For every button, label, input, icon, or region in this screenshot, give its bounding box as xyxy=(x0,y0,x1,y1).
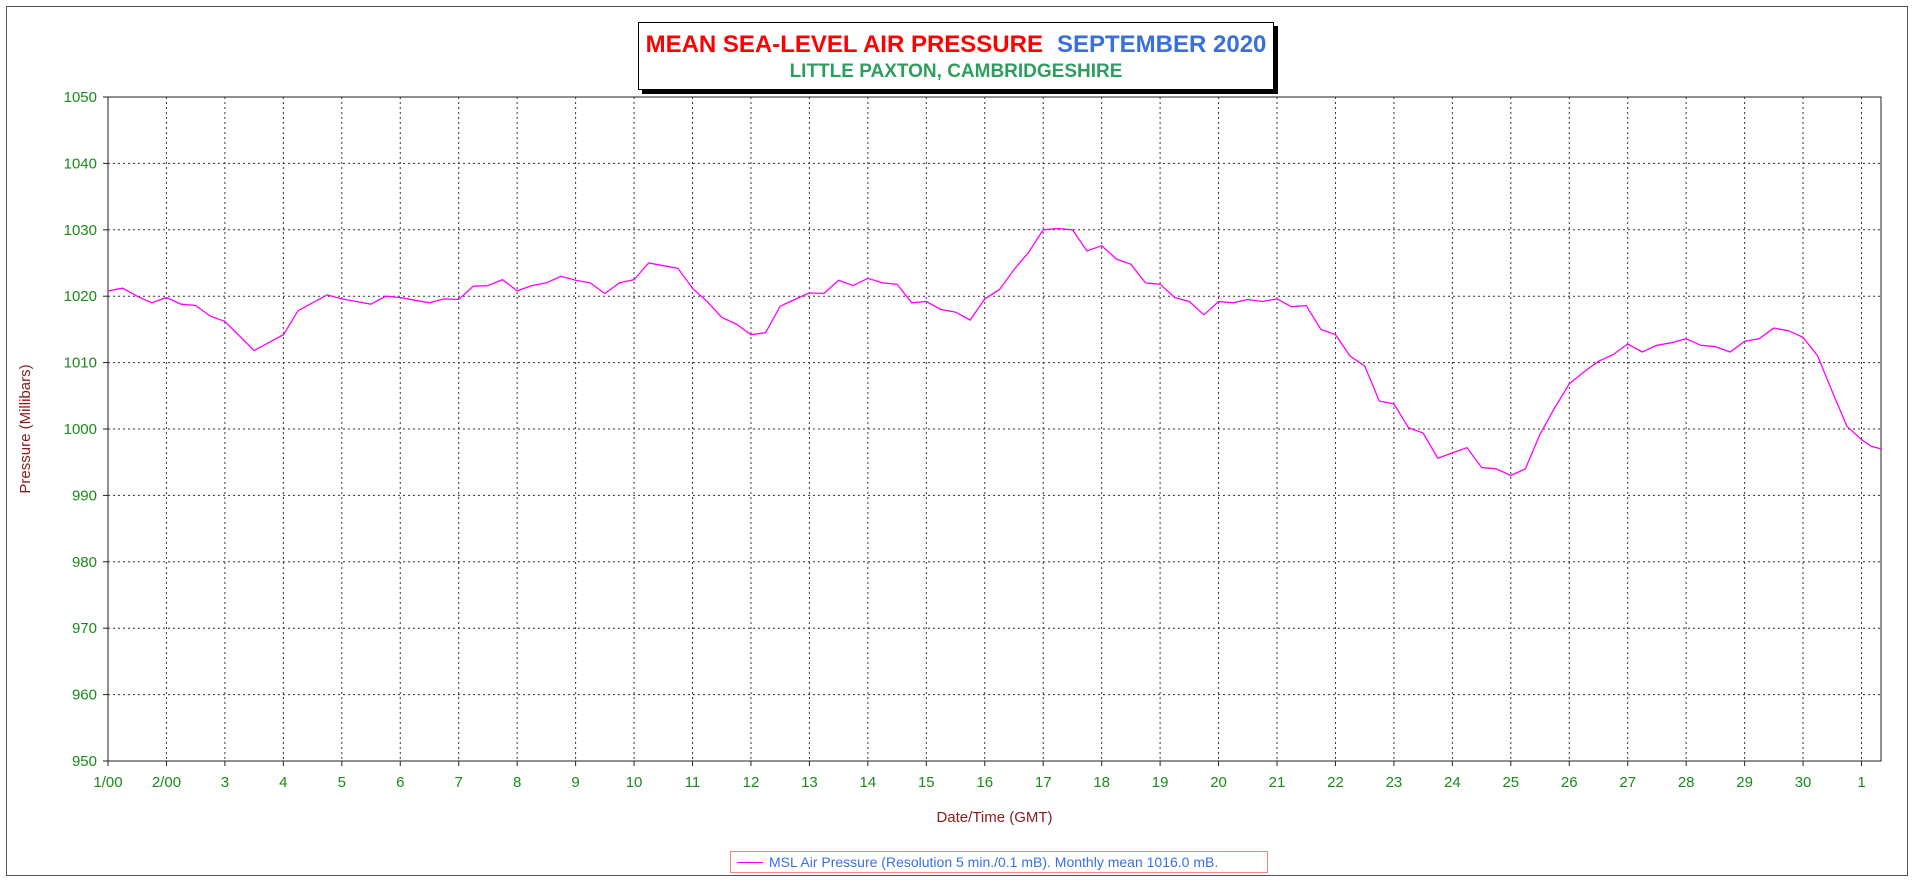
x-tick-label: 12 xyxy=(743,774,760,791)
x-tick-label: 19 xyxy=(1152,774,1169,791)
y-tick-label: 970 xyxy=(72,620,97,637)
x-tick-label: 22 xyxy=(1327,774,1344,791)
y-tick-label: 1040 xyxy=(64,155,97,172)
x-tick-label: 25 xyxy=(1502,774,1519,791)
x-tick-label: 21 xyxy=(1269,774,1286,791)
x-tick-label: 10 xyxy=(626,774,643,791)
chart-subtitle: LITTLE PAXTON, CAMBRIDGESHIRE xyxy=(789,61,1123,82)
chart-title: MEAN SEA-LEVEL AIR PRESSURE xyxy=(645,31,1043,58)
y-tick-label: 1000 xyxy=(64,421,97,438)
y-axis-title: Pressure (Millibars) xyxy=(17,364,34,493)
chart-title-month: SEPTEMBER 2020 xyxy=(1056,31,1267,58)
y-tick-label: 980 xyxy=(72,554,97,571)
y-tick-label: 1050 xyxy=(64,89,97,106)
x-tick-label: 5 xyxy=(338,774,346,791)
x-tick-label: 1/00 xyxy=(93,774,122,791)
y-tick-label: 1020 xyxy=(64,288,97,305)
x-axis-title: Date/Time (GMT) xyxy=(936,809,1052,826)
y-tick-label: 990 xyxy=(72,487,97,504)
x-tick-label: 26 xyxy=(1561,774,1578,791)
legend-label: MSL Air Pressure (Resolution 5 min./0.1 … xyxy=(769,854,1219,870)
y-tick-label: 1010 xyxy=(64,355,97,372)
x-tick-label: 17 xyxy=(1035,774,1052,791)
x-tick-label: 15 xyxy=(918,774,935,791)
y-axis-ticks: 950 960 970 980 990 1000 1010 1020 1030 1040 1050 xyxy=(64,89,108,770)
x-tick-label: 13 xyxy=(801,774,818,791)
x-tick-label: 20 xyxy=(1210,774,1227,791)
x-tick-label: 8 xyxy=(513,774,521,791)
y-tick-label: 1030 xyxy=(64,222,97,239)
y-tick-label: 950 xyxy=(72,753,97,770)
x-axis-ticks: 1/00 2/00 3 4 5 6 7 8 9 10 11 12 13 14 15 16 17 18 19 20 21 2… xyxy=(93,761,1866,791)
x-tick-label: 27 xyxy=(1619,774,1636,791)
x-tick-label: 1 xyxy=(1857,774,1865,791)
x-tick-label: 7 xyxy=(455,774,463,791)
x-tick-label: 2/00 xyxy=(152,774,181,791)
legend: MSL Air Pressure (Resolution 5 min./0.1 … xyxy=(730,851,1268,873)
chart-title-box: MEAN SEA-LEVEL AIR PRESSURE SEPTEMBER 202… xyxy=(638,22,1274,90)
x-tick-label: 4 xyxy=(279,774,287,791)
legend-swatch xyxy=(737,861,763,863)
x-tick-label: 6 xyxy=(396,774,404,791)
y-tick-label: 960 xyxy=(72,687,97,704)
x-tick-label: 3 xyxy=(221,774,229,791)
x-tick-label: 28 xyxy=(1678,774,1695,791)
x-tick-label: 23 xyxy=(1386,774,1403,791)
x-tick-label: 11 xyxy=(685,774,701,791)
x-tick-label: 18 xyxy=(1093,774,1110,791)
x-tick-label: 16 xyxy=(976,774,993,791)
title-line: MEAN SEA-LEVEL AIR PRESSURE SEPTEMBER 202… xyxy=(639,31,1273,59)
series-line-msl-pressure xyxy=(107,227,1882,477)
gridlines xyxy=(108,97,1881,761)
x-tick-label: 14 xyxy=(860,774,877,791)
x-tick-label: 9 xyxy=(571,774,579,791)
x-tick-label: 29 xyxy=(1736,774,1753,791)
x-tick-label: 30 xyxy=(1795,774,1812,791)
x-tick-label: 24 xyxy=(1444,774,1461,791)
